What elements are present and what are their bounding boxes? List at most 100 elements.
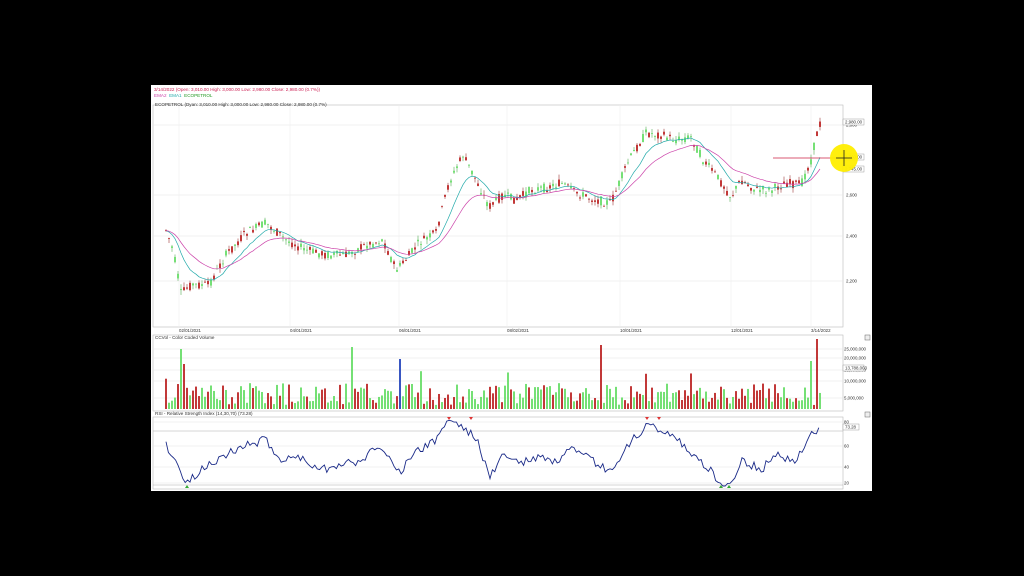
candle — [225, 250, 227, 256]
volume-bar — [612, 397, 614, 409]
volume-bar — [798, 400, 800, 409]
legend-item-ema2[interactable]: EMA2 — [154, 93, 167, 98]
candle — [432, 230, 434, 233]
candle — [684, 137, 686, 143]
volume-bar — [531, 398, 533, 409]
volume-bar — [456, 384, 458, 409]
volume-bar — [354, 388, 356, 409]
rsi-overbought-marker — [469, 417, 473, 420]
volume-bar — [735, 391, 737, 409]
candle — [588, 198, 590, 200]
volume-bar — [429, 388, 431, 409]
rsi-panel-close-button[interactable] — [864, 411, 871, 418]
price-panel — [152, 104, 844, 328]
volume-bar — [648, 401, 650, 409]
volume-bar — [258, 390, 260, 409]
volume-bar — [522, 397, 524, 409]
volume-bar — [420, 371, 422, 409]
rsi-tag — [842, 423, 860, 431]
candle — [708, 162, 710, 165]
volume-bar — [618, 404, 620, 409]
legend-item-ecopetrol[interactable]: ECOPETROL — [184, 93, 213, 98]
candle — [267, 223, 269, 225]
volume-bar — [282, 383, 284, 409]
candle — [357, 248, 359, 252]
candle — [732, 195, 734, 197]
volume-bar — [690, 373, 692, 409]
candle — [309, 246, 311, 250]
volume-bar — [237, 392, 239, 409]
volume-bar — [327, 402, 329, 409]
candle — [393, 261, 395, 265]
candle — [234, 244, 236, 246]
volume-bar — [723, 389, 725, 409]
volume-bar — [462, 396, 464, 409]
candle — [558, 179, 560, 187]
candle — [258, 222, 260, 226]
volume-bar — [453, 397, 455, 409]
candle — [756, 186, 758, 188]
candle — [522, 191, 524, 196]
candle — [456, 166, 458, 169]
volume-bar — [201, 387, 203, 409]
volume-bar — [714, 392, 716, 409]
volume-bar — [186, 387, 188, 409]
volume-bar — [663, 391, 665, 409]
candle — [165, 229, 167, 231]
legend-item-ema1[interactable]: EMA1 — [169, 93, 182, 98]
candle — [579, 197, 581, 199]
candle — [717, 174, 719, 180]
volume-bar — [819, 392, 821, 409]
ema-fast-line — [165, 137, 821, 281]
volume-bar — [540, 389, 542, 409]
volume-bar — [291, 401, 293, 409]
volume-bar — [300, 387, 302, 409]
volume-bar — [741, 388, 743, 409]
volume-bar — [393, 403, 395, 409]
candle — [618, 180, 620, 186]
candle — [798, 180, 800, 184]
volume-bar — [606, 385, 608, 409]
volume-bar — [807, 397, 809, 409]
candle — [306, 249, 308, 251]
candle — [312, 248, 314, 254]
candle — [366, 245, 368, 249]
candle — [228, 249, 230, 251]
volume-bar — [447, 394, 449, 409]
volume-bar — [225, 389, 227, 409]
volume-bar — [720, 386, 722, 409]
volume-bar — [207, 391, 209, 409]
volume-bar — [480, 396, 482, 409]
candle — [729, 197, 731, 198]
candle — [447, 185, 449, 190]
candle — [414, 247, 416, 250]
candle — [642, 134, 644, 143]
candle — [735, 186, 737, 189]
candle — [390, 257, 392, 262]
volume-bar — [246, 402, 248, 409]
volume-bar — [657, 392, 659, 409]
volume-bar — [243, 390, 245, 409]
candle — [339, 254, 341, 256]
candle — [345, 251, 347, 258]
volume-bar — [726, 397, 728, 409]
volume-bar — [699, 387, 701, 409]
candle — [561, 183, 563, 184]
volume-panel-close-button[interactable] — [864, 334, 871, 341]
candle — [681, 139, 683, 141]
volume-bar — [642, 394, 644, 409]
volume-bar — [498, 387, 500, 409]
candle — [702, 162, 704, 165]
volume-bar — [615, 386, 617, 409]
candle — [477, 183, 479, 186]
volume-bar — [564, 388, 566, 409]
candle — [711, 168, 713, 171]
candle — [441, 206, 443, 207]
candle — [402, 260, 404, 264]
rsi-panel — [152, 416, 844, 490]
volume-bar — [336, 401, 338, 409]
candle — [648, 132, 650, 138]
volume-bar — [312, 400, 314, 409]
candle — [705, 161, 707, 165]
